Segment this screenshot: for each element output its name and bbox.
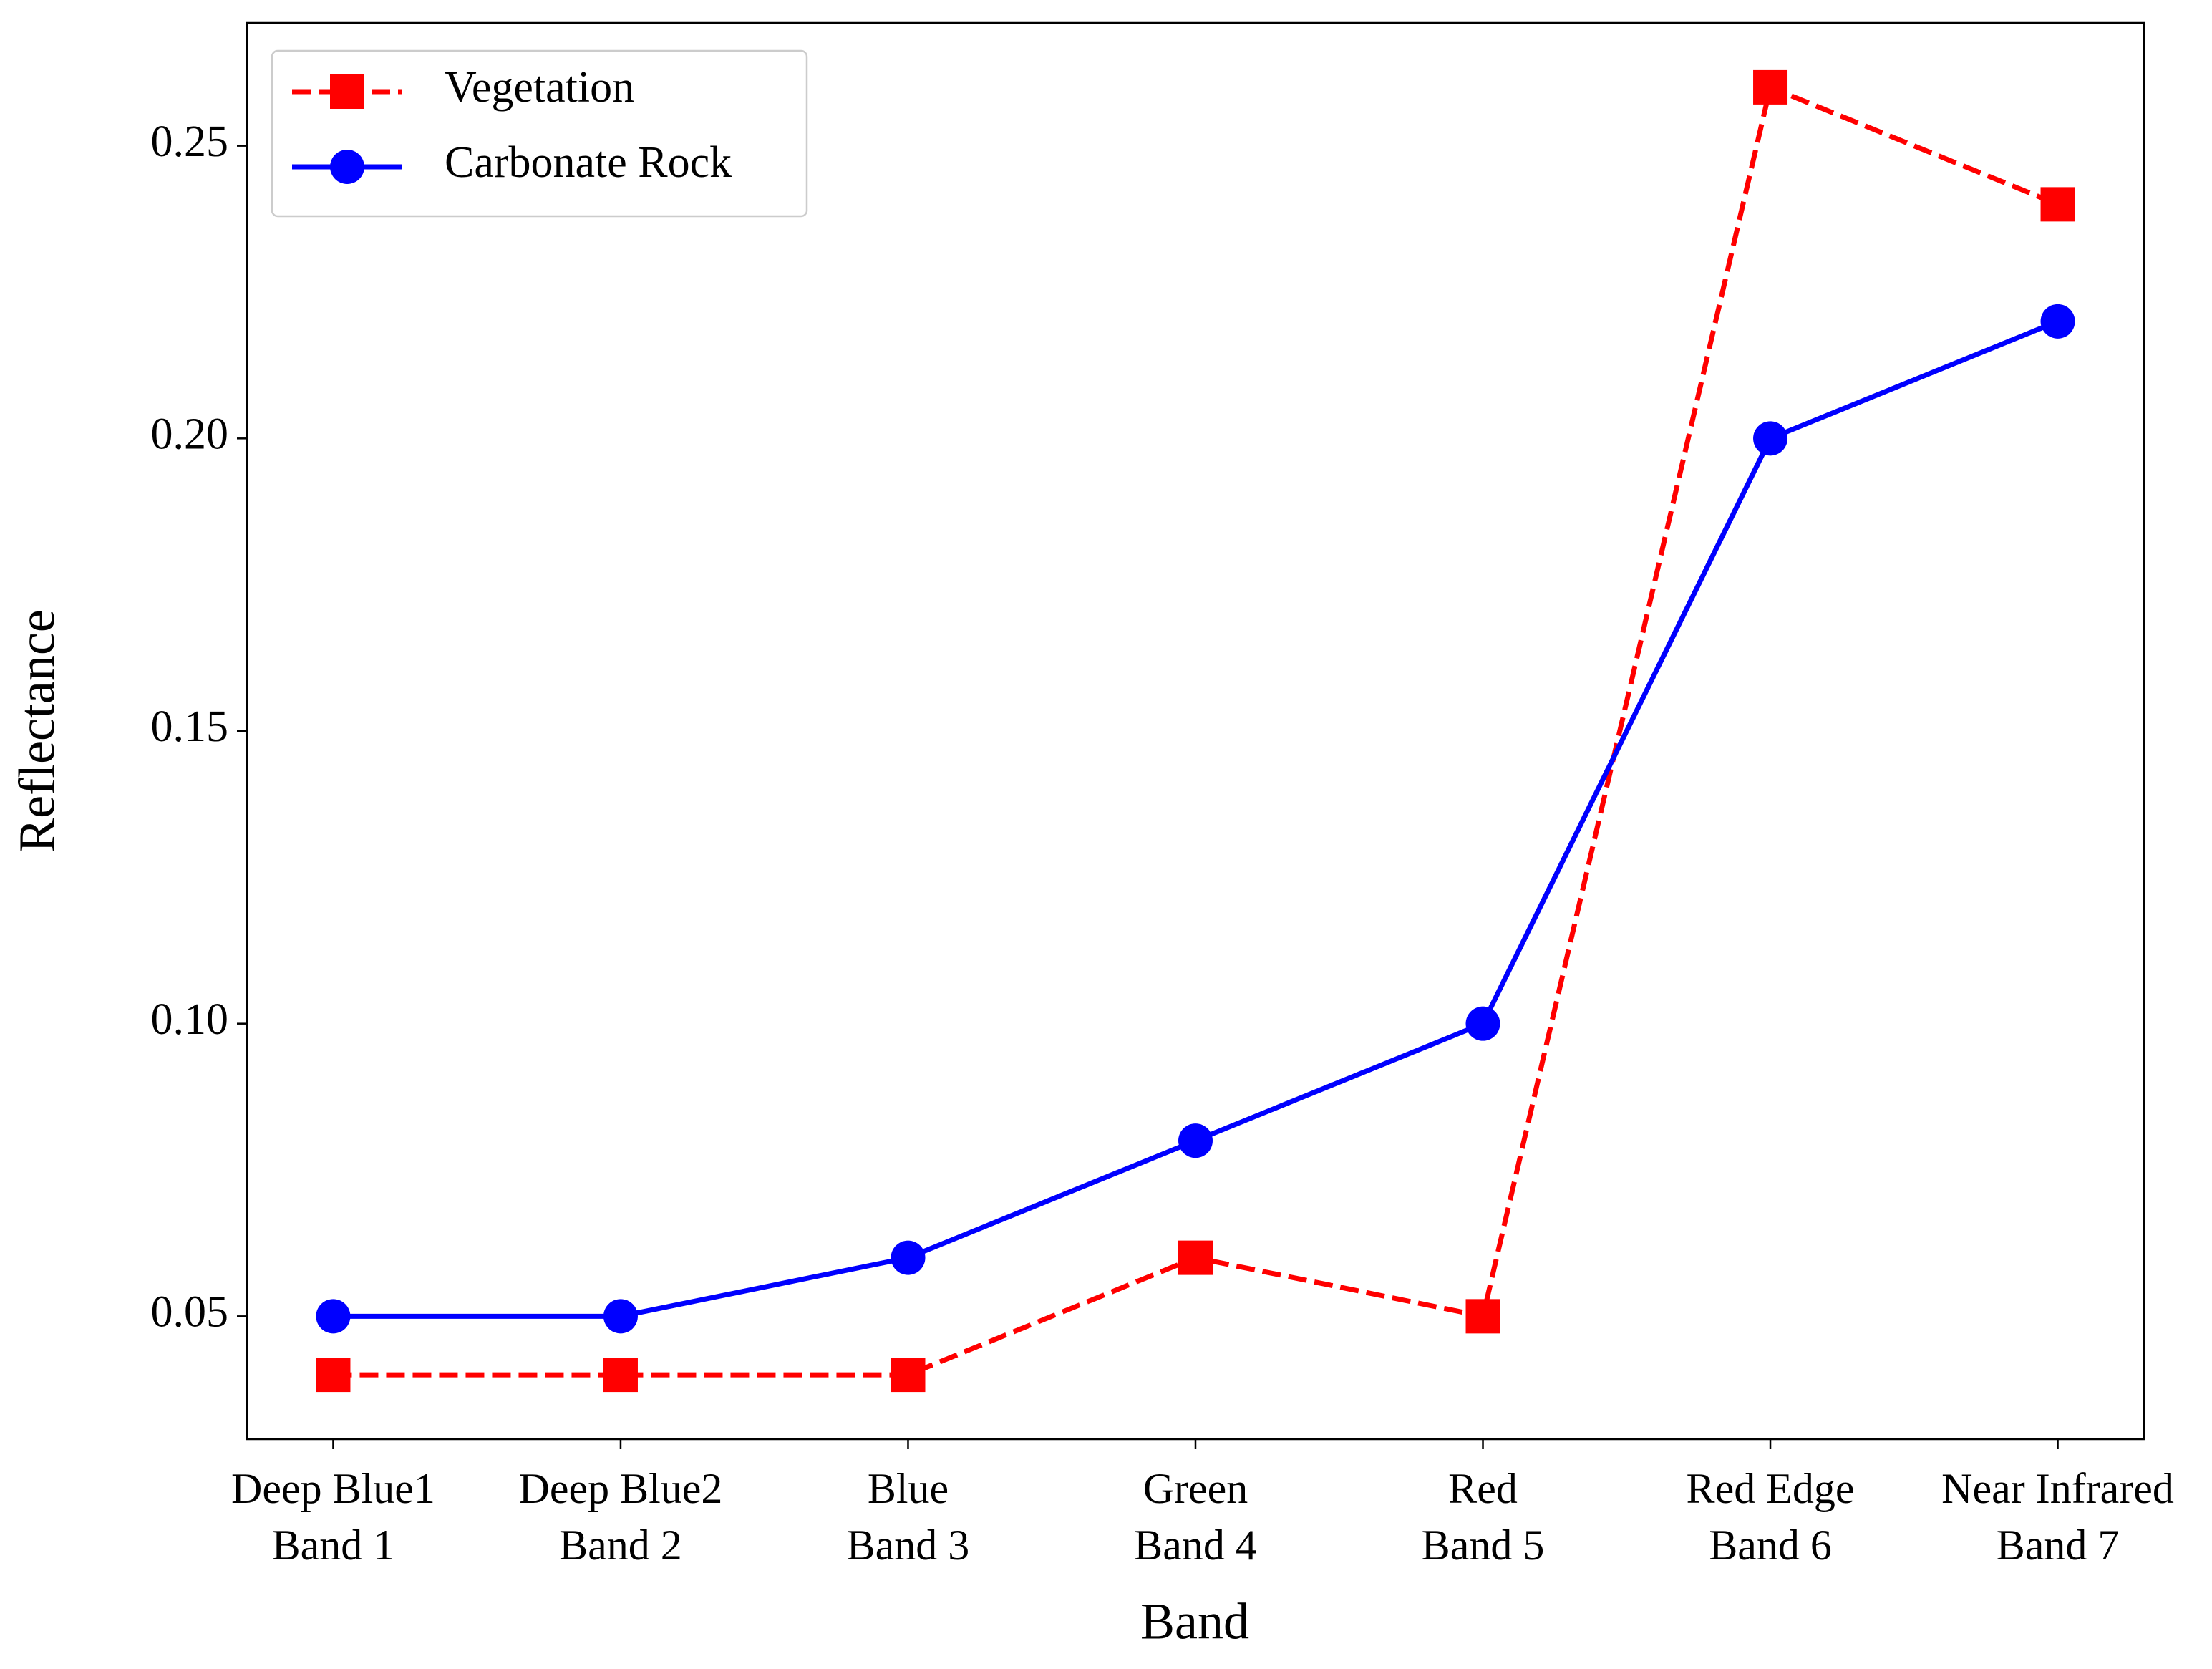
marker [316, 1358, 351, 1393]
marker [1753, 69, 1788, 105]
marker [1465, 1299, 1500, 1334]
marker [603, 1358, 638, 1393]
legend-label: Vegetation [445, 63, 634, 112]
series-line [333, 84, 2059, 1378]
marker [1753, 421, 1788, 456]
y-tick-label: 0.15 [151, 702, 229, 751]
y-tick-label: 0.10 [151, 995, 229, 1044]
x-tick-label: Red Band 5 [1421, 1465, 1545, 1569]
x-axis-label: Band [1140, 1593, 1249, 1650]
y-axis-label: Reflectance [9, 609, 66, 853]
x-tick-label: Deep Blue1 Band 1 [231, 1465, 435, 1569]
series-line [333, 319, 2059, 1319]
marker [1178, 1240, 1213, 1275]
marker [891, 1240, 926, 1275]
x-tick-label: Green Band 4 [1134, 1465, 1257, 1569]
legend-marker [330, 150, 364, 184]
y-tick-label: 0.05 [151, 1288, 229, 1337]
marker [603, 1299, 638, 1334]
x-tick-label: Deep Blue2 Band 2 [518, 1465, 723, 1569]
y-tick-label: 0.25 [151, 117, 229, 166]
marker [2040, 304, 2075, 339]
marker [891, 1358, 926, 1393]
plot-frame [246, 21, 2145, 1441]
x-tick-label: Red Edge Band 6 [1686, 1465, 1855, 1569]
marker [1465, 1006, 1500, 1041]
legend-box [271, 49, 808, 218]
x-tick-label: Near Infrared Band 7 [1941, 1465, 2174, 1569]
x-tick-label: Blue Band 3 [846, 1465, 970, 1569]
y-tick-label: 0.20 [151, 410, 229, 459]
marker [1178, 1123, 1213, 1158]
legend-marker [330, 74, 364, 109]
marker [316, 1299, 351, 1334]
legend-label: Carbonate Rock [445, 138, 732, 187]
marker [2040, 187, 2075, 222]
